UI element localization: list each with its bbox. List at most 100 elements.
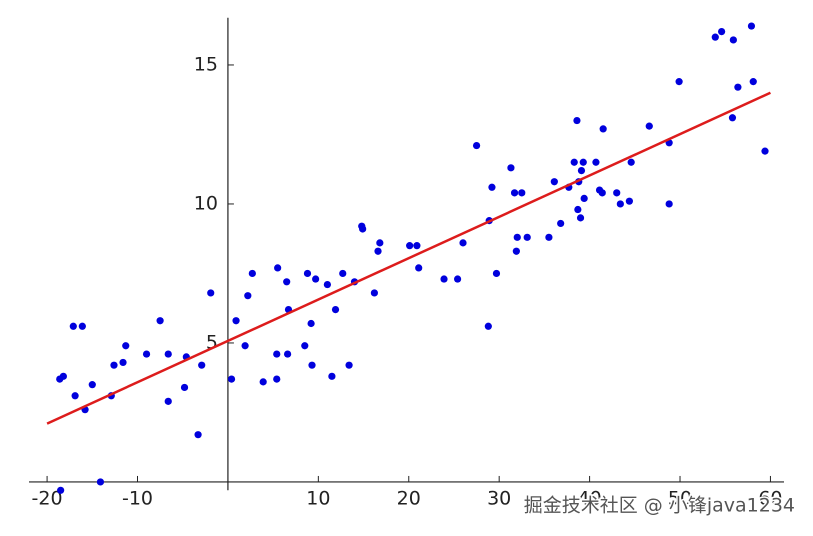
fit-line bbox=[46, 91, 771, 425]
point bbox=[307, 319, 315, 328]
point bbox=[232, 317, 240, 325]
point bbox=[580, 194, 588, 202]
point bbox=[598, 189, 606, 197]
point bbox=[510, 189, 519, 197]
point bbox=[747, 22, 756, 30]
point bbox=[472, 141, 481, 150]
x-tick-label: 30 bbox=[487, 487, 511, 509]
point bbox=[328, 372, 336, 380]
point bbox=[164, 350, 172, 358]
y-tick-label: 10 bbox=[194, 192, 218, 214]
point bbox=[303, 269, 312, 278]
point bbox=[283, 350, 292, 358]
point bbox=[274, 264, 282, 272]
point bbox=[119, 358, 127, 367]
point bbox=[574, 205, 582, 214]
point bbox=[749, 78, 757, 86]
x-tick-label: -20 bbox=[32, 487, 63, 509]
point bbox=[376, 239, 384, 247]
point bbox=[440, 275, 448, 283]
point bbox=[180, 383, 189, 392]
point bbox=[339, 269, 347, 278]
point bbox=[577, 167, 586, 175]
point bbox=[59, 372, 67, 380]
point bbox=[164, 397, 172, 405]
point bbox=[492, 269, 501, 278]
point bbox=[576, 214, 585, 222]
point bbox=[729, 36, 737, 44]
point bbox=[557, 219, 565, 228]
point bbox=[71, 392, 79, 400]
point bbox=[459, 239, 467, 247]
point bbox=[665, 200, 673, 208]
point bbox=[518, 189, 526, 197]
point bbox=[331, 306, 340, 314]
point bbox=[484, 322, 492, 330]
point bbox=[308, 361, 316, 369]
point bbox=[359, 225, 367, 233]
point bbox=[374, 247, 382, 255]
x-tick-label: 10 bbox=[306, 487, 330, 509]
x-tick-label: -10 bbox=[122, 487, 153, 509]
x-tick-label: 60 bbox=[758, 487, 782, 509]
point bbox=[592, 158, 600, 166]
point bbox=[370, 289, 379, 297]
point bbox=[545, 233, 553, 241]
point bbox=[512, 247, 520, 255]
point bbox=[248, 269, 256, 278]
point bbox=[345, 361, 353, 369]
point bbox=[57, 486, 65, 494]
point bbox=[761, 147, 769, 155]
point bbox=[415, 264, 423, 272]
point bbox=[122, 342, 130, 350]
point bbox=[573, 116, 581, 125]
point bbox=[711, 33, 719, 41]
point bbox=[312, 275, 320, 283]
point bbox=[625, 197, 633, 205]
point bbox=[406, 242, 414, 250]
x-tick-label: 50 bbox=[668, 487, 692, 509]
point bbox=[645, 122, 653, 130]
point bbox=[570, 158, 578, 166]
point bbox=[488, 183, 496, 191]
point bbox=[718, 28, 726, 36]
point bbox=[613, 189, 621, 197]
point bbox=[323, 280, 331, 289]
point bbox=[283, 278, 291, 286]
point bbox=[507, 164, 515, 172]
point bbox=[550, 178, 558, 186]
point bbox=[241, 342, 249, 350]
point bbox=[301, 342, 309, 350]
point bbox=[244, 292, 252, 300]
point bbox=[198, 361, 206, 369]
point bbox=[627, 158, 635, 166]
watermark: 掘金技术社区 @ 小锋java1234 bbox=[524, 495, 795, 517]
point bbox=[78, 322, 86, 330]
x-tick-label: 40 bbox=[578, 487, 602, 509]
point bbox=[194, 431, 202, 439]
point bbox=[728, 114, 737, 122]
point bbox=[579, 158, 587, 166]
point bbox=[96, 478, 105, 486]
point bbox=[88, 381, 96, 389]
y-tick-label: 15 bbox=[194, 53, 218, 75]
point bbox=[207, 289, 215, 297]
point bbox=[142, 350, 151, 358]
point bbox=[69, 322, 77, 330]
point bbox=[734, 83, 742, 91]
point bbox=[259, 378, 267, 386]
point bbox=[273, 350, 281, 358]
point bbox=[599, 125, 607, 133]
point bbox=[227, 375, 236, 383]
x-tick-label: 20 bbox=[397, 487, 421, 509]
point bbox=[616, 200, 624, 208]
point bbox=[675, 78, 683, 86]
point bbox=[110, 361, 118, 369]
point bbox=[453, 275, 462, 283]
point bbox=[156, 317, 164, 325]
point bbox=[273, 375, 281, 383]
point bbox=[413, 242, 421, 250]
point bbox=[513, 233, 521, 241]
point bbox=[523, 233, 531, 241]
